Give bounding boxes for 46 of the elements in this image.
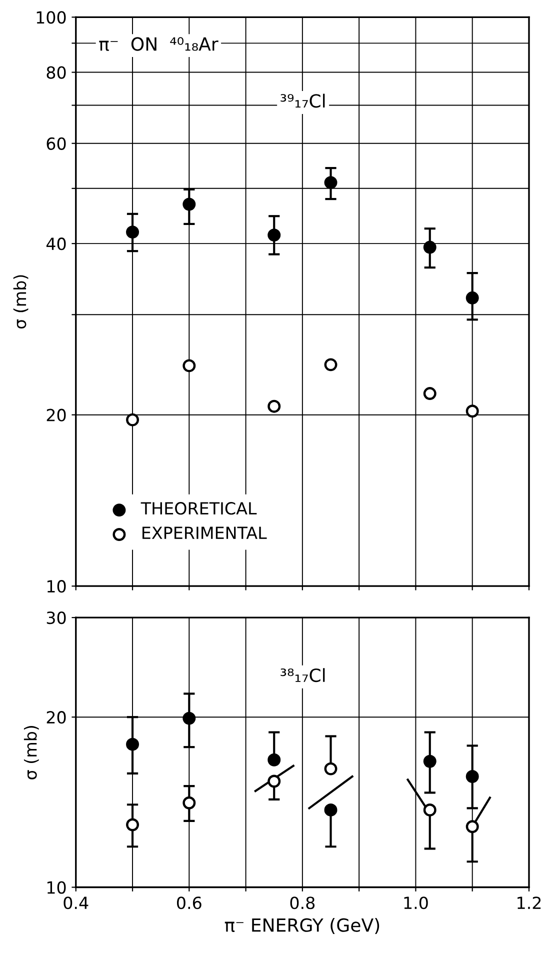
y-tick-label: 80 <box>46 66 66 79</box>
point <box>268 228 281 242</box>
point <box>182 198 196 211</box>
point <box>126 738 140 751</box>
point <box>268 753 281 766</box>
point <box>182 359 196 372</box>
x-tick-label: 0.4 <box>64 896 88 910</box>
point <box>466 404 479 418</box>
point <box>423 803 436 816</box>
y-tick-label: 30 <box>46 612 66 624</box>
point <box>324 762 338 776</box>
y-tick-label: 20 <box>46 711 66 724</box>
y-tick-label: 60 <box>46 137 66 150</box>
y-tick-label: 100 <box>36 11 66 24</box>
legend-label: EXPERIMENTAL <box>142 526 267 539</box>
y-tick-label: 40 <box>46 238 66 250</box>
point <box>126 818 140 832</box>
y-tick-label: 10 <box>47 881 66 894</box>
point <box>126 413 140 426</box>
point <box>268 774 281 788</box>
x-tick-label: 0.8 <box>290 896 315 910</box>
y-tick-label: 20 <box>46 408 66 422</box>
legend-label: THEORETICAL <box>140 502 257 515</box>
annotation: ³⁹₁₇Cl <box>280 94 325 108</box>
y-axis-title: σ (mb) <box>24 726 39 780</box>
point <box>466 291 479 304</box>
y-tick-label: 10 <box>47 580 66 593</box>
x-axis-title: π⁻ ENERGY (GeV) <box>224 918 380 934</box>
point <box>466 820 479 834</box>
point <box>324 803 338 816</box>
x-tick-label: 1.0 <box>404 896 428 910</box>
x-tick-label: 0.6 <box>177 896 202 910</box>
point <box>423 240 436 254</box>
point <box>182 712 196 725</box>
point <box>466 770 479 783</box>
y-axis-title: σ (mb) <box>13 275 28 329</box>
point <box>423 754 436 768</box>
x-tick-label: 1.2 <box>518 896 541 909</box>
point <box>126 226 140 239</box>
point <box>268 400 281 413</box>
annotation: ³⁸₁₇Cl <box>280 668 325 682</box>
point <box>423 387 436 400</box>
point <box>324 176 338 190</box>
point <box>324 358 338 372</box>
point <box>182 796 196 810</box>
annotation: π⁻ ON ⁴⁰₁₈Ar <box>99 37 218 51</box>
